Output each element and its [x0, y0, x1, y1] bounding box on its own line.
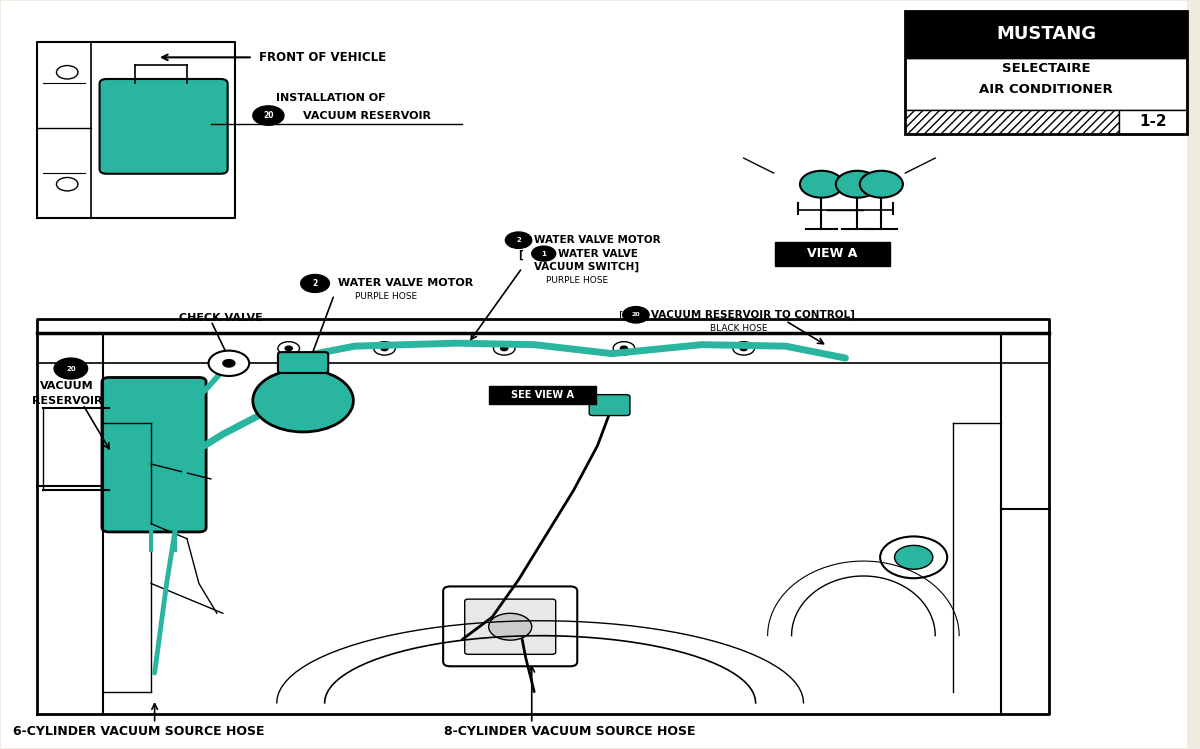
Bar — [1120, 109, 1187, 134]
Text: INSTALLATION OF: INSTALLATION OF — [276, 94, 385, 103]
Text: FRONT OF VEHICLE: FRONT OF VEHICLE — [259, 51, 386, 64]
Text: WATER VALVE MOTOR: WATER VALVE MOTOR — [534, 235, 661, 245]
Circle shape — [380, 346, 388, 351]
Circle shape — [880, 536, 947, 578]
Text: 2: 2 — [516, 237, 521, 243]
Circle shape — [286, 346, 293, 351]
Circle shape — [500, 346, 508, 351]
Circle shape — [301, 274, 330, 292]
FancyBboxPatch shape — [278, 352, 329, 373]
Text: SEE VIEW A: SEE VIEW A — [511, 389, 574, 400]
Bar — [905, 58, 1187, 109]
Circle shape — [894, 545, 932, 569]
FancyBboxPatch shape — [100, 79, 228, 174]
Text: 20: 20 — [631, 312, 641, 318]
FancyBboxPatch shape — [775, 242, 889, 266]
Bar — [905, 11, 1187, 58]
Text: WATER VALVE MOTOR: WATER VALVE MOTOR — [335, 279, 474, 288]
Circle shape — [253, 369, 353, 432]
Text: WATER VALVE: WATER VALVE — [558, 249, 638, 258]
Text: SELECTAIRE: SELECTAIRE — [1002, 62, 1091, 75]
Text: VACUUM RESERVOIR: VACUUM RESERVOIR — [304, 111, 431, 121]
Circle shape — [223, 360, 235, 367]
Circle shape — [800, 171, 844, 198]
Circle shape — [623, 306, 649, 323]
FancyBboxPatch shape — [589, 395, 630, 416]
Text: VACUUM SWITCH]: VACUUM SWITCH] — [534, 262, 640, 272]
Text: VACUUM RESERVOIR TO CONTROL]: VACUUM RESERVOIR TO CONTROL] — [652, 309, 856, 320]
Circle shape — [532, 246, 556, 261]
Bar — [905, 109, 1120, 134]
Circle shape — [488, 613, 532, 640]
Text: [: [ — [518, 250, 523, 260]
Text: AIR CONDITIONER: AIR CONDITIONER — [979, 83, 1112, 96]
Text: 20: 20 — [66, 366, 76, 372]
FancyBboxPatch shape — [464, 599, 556, 655]
Text: RESERVOIR: RESERVOIR — [32, 395, 102, 406]
Text: 8-CYLINDER VACUUM SOURCE HOSE: 8-CYLINDER VACUUM SOURCE HOSE — [444, 725, 696, 738]
FancyBboxPatch shape — [102, 377, 206, 532]
Circle shape — [836, 171, 878, 198]
Text: 2: 2 — [312, 279, 318, 288]
FancyBboxPatch shape — [443, 586, 577, 667]
Text: [: [ — [619, 310, 624, 320]
Text: PURPLE HOSE: PURPLE HOSE — [354, 292, 416, 301]
Circle shape — [253, 106, 284, 125]
Text: BLACK HOSE: BLACK HOSE — [710, 324, 768, 333]
Text: CHECK VALVE: CHECK VALVE — [179, 313, 263, 323]
Text: PURPLE HOSE: PURPLE HOSE — [546, 276, 608, 285]
Text: 1-2: 1-2 — [1139, 115, 1166, 130]
Bar — [905, 11, 1187, 134]
Text: VACUUM: VACUUM — [41, 380, 94, 391]
Circle shape — [620, 346, 628, 351]
Circle shape — [859, 171, 902, 198]
Circle shape — [209, 351, 250, 376]
Text: 6-CYLINDER VACUUM SOURCE HOSE: 6-CYLINDER VACUUM SOURCE HOSE — [13, 725, 265, 738]
Circle shape — [54, 358, 88, 379]
Text: 20: 20 — [263, 111, 274, 120]
FancyBboxPatch shape — [488, 386, 596, 404]
Text: VIEW A: VIEW A — [808, 247, 858, 260]
Text: 1: 1 — [541, 251, 546, 257]
Circle shape — [505, 232, 532, 249]
Circle shape — [740, 346, 748, 351]
Text: MUSTANG: MUSTANG — [996, 25, 1096, 43]
